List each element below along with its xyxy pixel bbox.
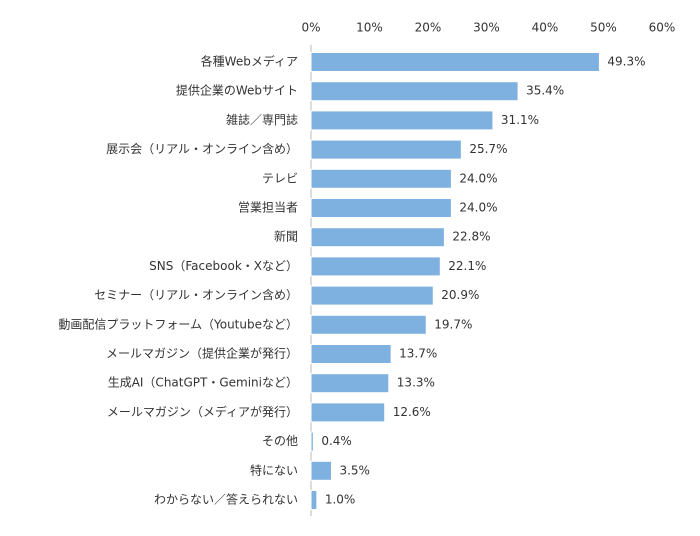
bar [310, 81, 519, 102]
category-label: その他 [262, 434, 298, 448]
x-tick-label: 20% [415, 21, 442, 35]
category-label: メールマガジン（提供企業が発行） [106, 346, 298, 361]
category-label: セミナー（リアル・オンライン含め） [94, 287, 298, 302]
value-label: 13.3% [397, 376, 435, 390]
bar [310, 110, 494, 131]
x-tick-label: 0% [301, 21, 320, 35]
bar [310, 460, 332, 481]
category-label: 新聞 [274, 229, 298, 244]
value-label: 22.8% [452, 230, 490, 244]
category-label: 雑誌／専門誌 [226, 112, 298, 127]
category-label: SNS（Facebook・Xなど） [149, 259, 298, 273]
bar [310, 285, 434, 306]
bar [310, 431, 314, 452]
value-label: 49.3% [607, 55, 645, 69]
bar [310, 402, 386, 423]
bar [310, 314, 427, 335]
bar [310, 373, 390, 394]
category-label: 営業担当者 [238, 201, 298, 215]
value-label: 22.1% [448, 259, 486, 273]
category-label: 特にない [250, 462, 298, 477]
bar [310, 198, 452, 218]
x-tick-label: 60% [649, 21, 676, 35]
category-label: わからない／答えられない [154, 492, 298, 507]
value-label: 1.0% [325, 493, 356, 507]
x-tick-label: 30% [473, 21, 500, 35]
bar [310, 256, 441, 277]
value-label: 13.7% [399, 347, 437, 361]
value-label: 25.7% [469, 142, 507, 156]
category-label: テレビ [262, 171, 298, 185]
value-label: 3.5% [339, 463, 370, 477]
value-label: 19.7% [434, 317, 472, 331]
category-label: 生成AI（ChatGPT・Geminiなど） [108, 376, 298, 390]
bar [310, 344, 392, 364]
x-tick-label: 50% [590, 21, 617, 35]
category-label: 動画配信プラットフォーム（Youtubeなど） [58, 317, 298, 331]
bar [310, 168, 452, 189]
bar [310, 52, 600, 72]
value-label: 24.0% [459, 171, 497, 185]
value-label: 35.4% [526, 84, 564, 98]
value-label: 20.9% [441, 288, 479, 302]
category-label: 提供企業のWebサイト [176, 83, 298, 98]
x-tick-label: 40% [532, 21, 559, 35]
value-label: 31.1% [501, 113, 539, 127]
bar [310, 490, 318, 510]
category-label: 展示会（リアル・オンライン含め） [106, 141, 298, 156]
x-tick-label: 10% [356, 21, 383, 35]
value-label: 12.6% [393, 405, 431, 419]
category-label: メールマガジン（メディアが発行） [107, 404, 298, 419]
value-label: 24.0% [459, 201, 497, 215]
bar [310, 227, 445, 248]
bar [310, 139, 462, 160]
value-label: 0.4% [321, 434, 352, 448]
category-label: 各種Webメディア [201, 54, 298, 69]
